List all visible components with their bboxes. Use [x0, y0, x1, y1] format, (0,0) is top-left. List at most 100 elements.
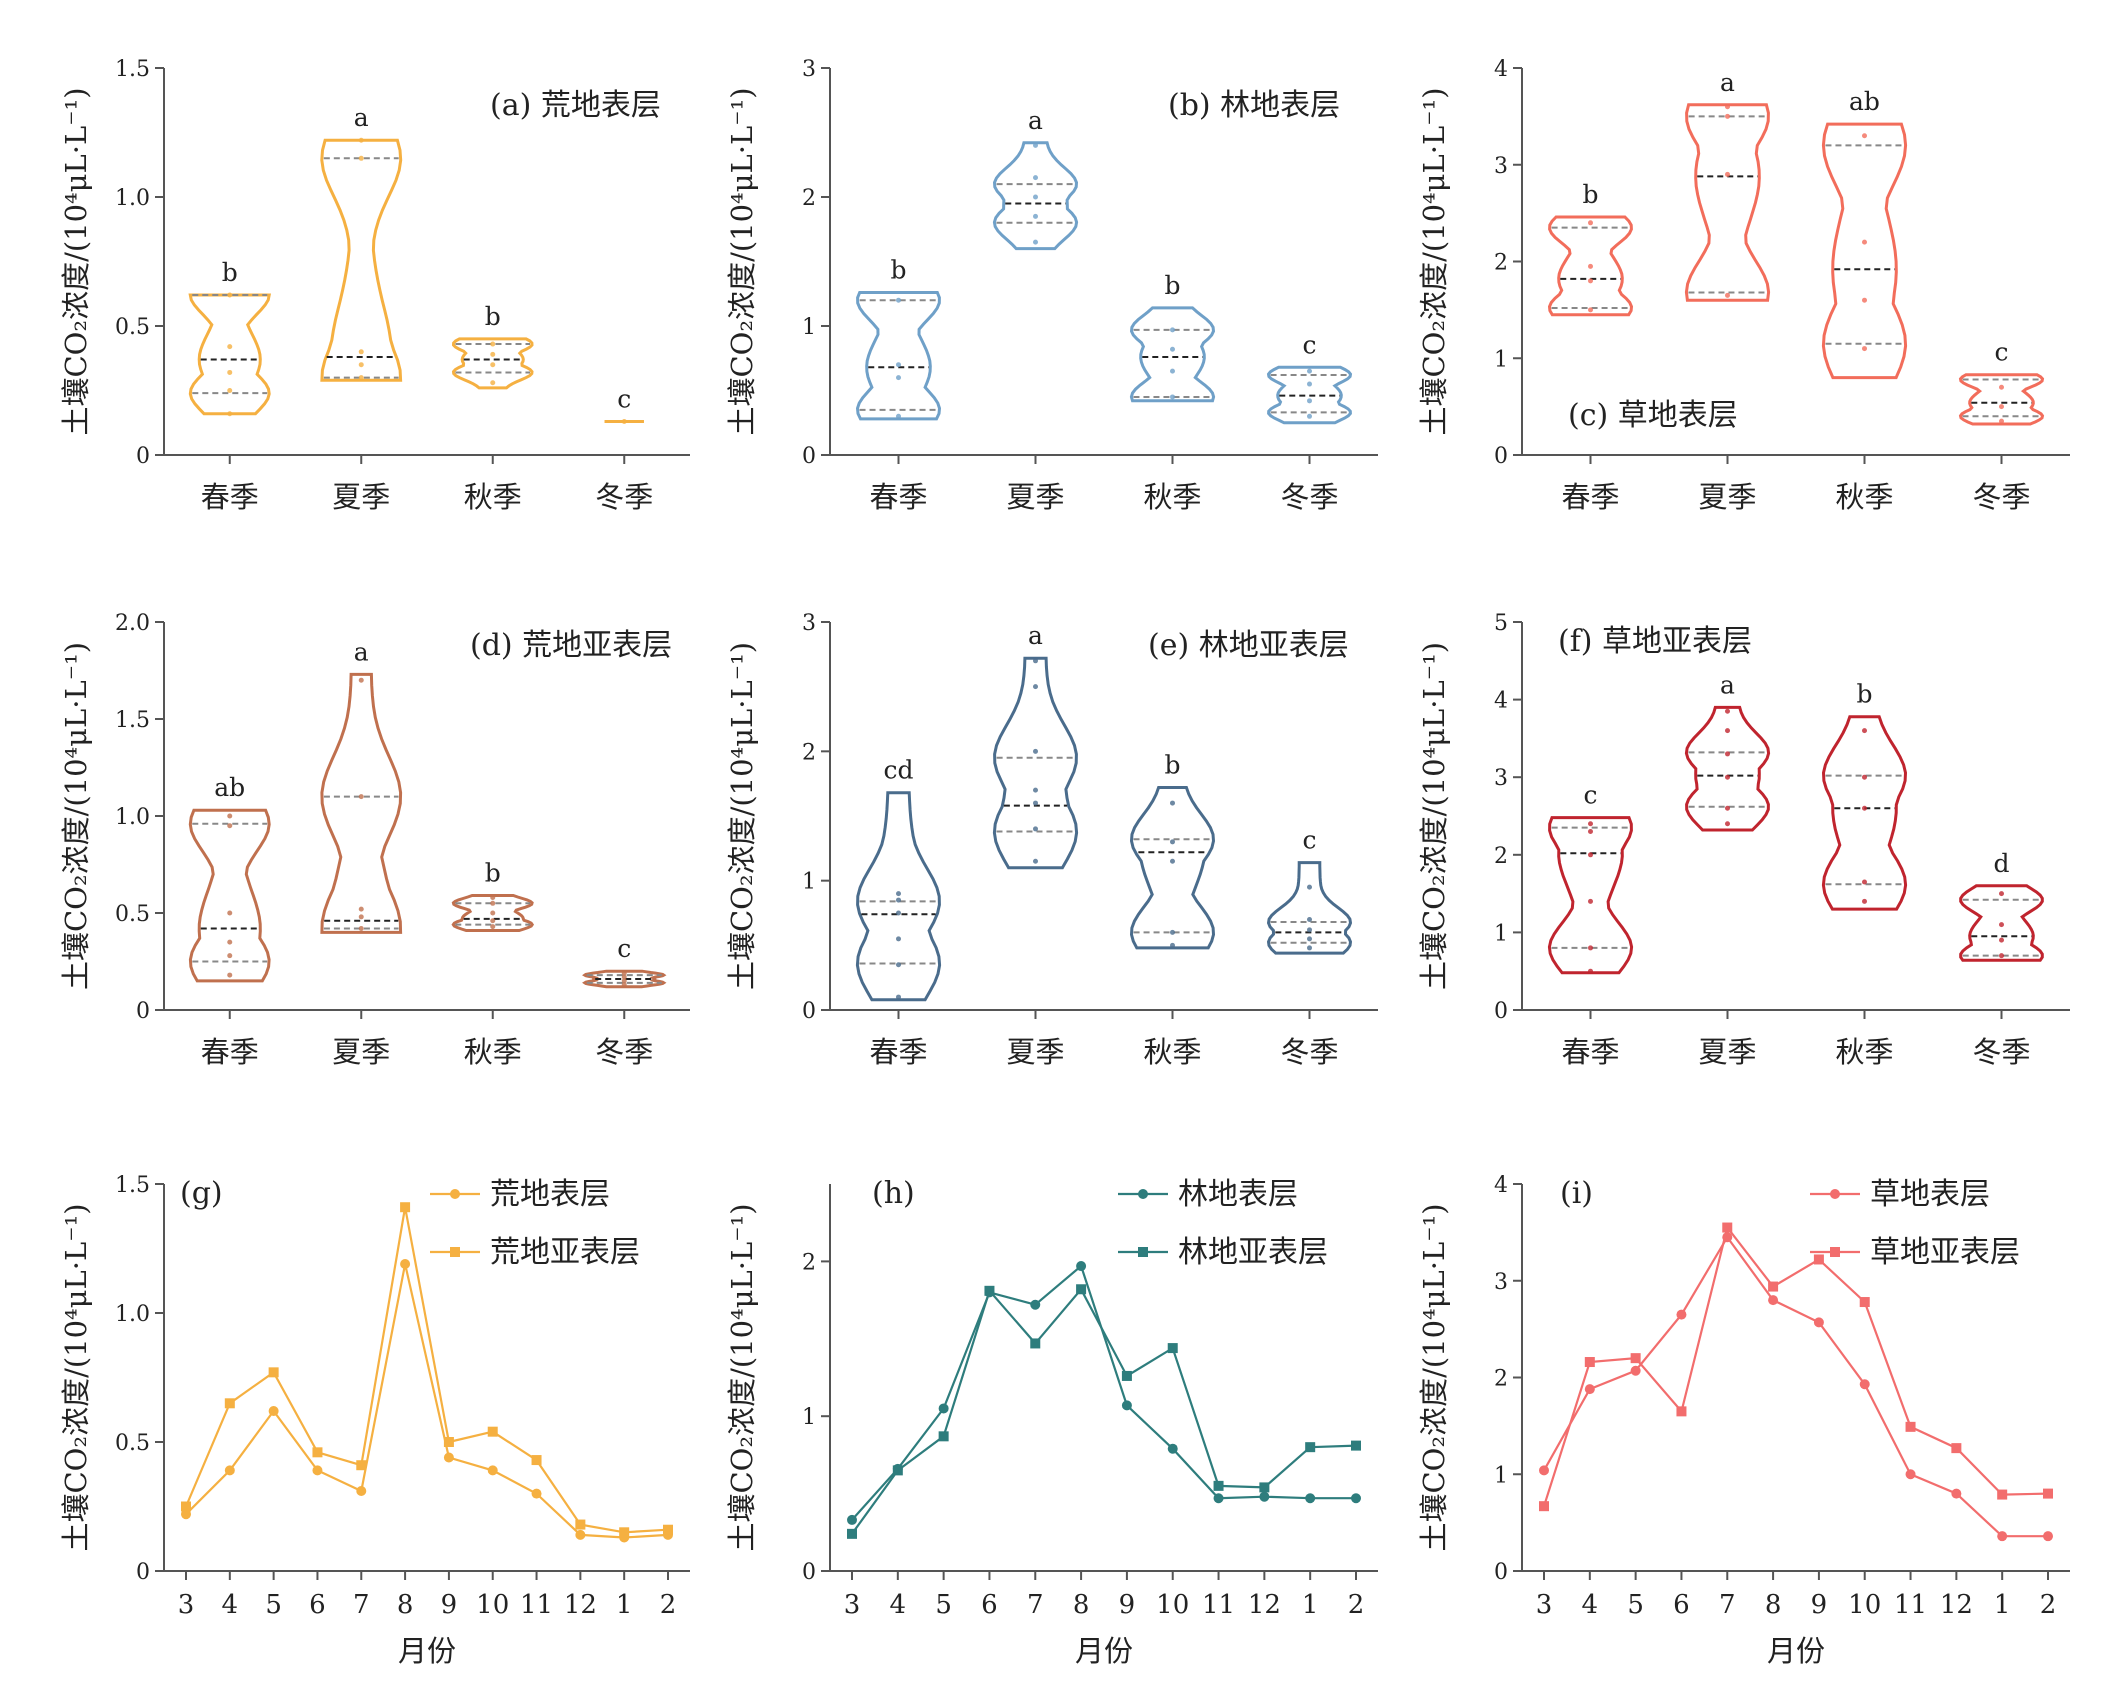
y-tick-label: 5	[1494, 611, 1508, 636]
violin-body	[855, 291, 942, 421]
violin-point	[1725, 728, 1730, 734]
x-tick-label: 8	[397, 1590, 414, 1620]
violin-body	[992, 141, 1079, 251]
series-point	[938, 1431, 949, 1442]
violin-point	[1170, 929, 1175, 935]
y-tick-label: 0	[136, 999, 150, 1024]
violin-point	[1307, 945, 1312, 951]
y-tick-label: 0.5	[115, 902, 150, 927]
series-point	[575, 1529, 586, 1540]
series-point	[1030, 1338, 1041, 1349]
series-point	[619, 1527, 630, 1538]
violin-point	[1307, 398, 1312, 404]
y-axis-label: 土壤CO₂浓度/(10⁴μL·L⁻¹)	[725, 87, 759, 435]
chart-title: (b) 林地表层	[1168, 88, 1340, 123]
violin-point	[1725, 708, 1730, 714]
y-tick-label: 0	[136, 1560, 150, 1585]
series-point	[531, 1455, 542, 1466]
violin-point	[227, 411, 233, 417]
x-tick-label: 7	[1719, 1590, 1736, 1620]
series-point	[1859, 1379, 1870, 1390]
x-axis-label: 月份	[1075, 1634, 1133, 1668]
violin-body	[451, 894, 535, 932]
legend-marker	[1138, 1189, 1148, 1199]
violin-point	[1307, 936, 1312, 942]
series-point	[1167, 1443, 1178, 1454]
violin-point	[896, 897, 901, 903]
violin-point	[896, 891, 901, 897]
x-category-label: 夏季	[1006, 1035, 1064, 1069]
violin-point	[1033, 858, 1038, 864]
violin-body	[320, 672, 403, 934]
violin-point	[896, 375, 901, 381]
violin-point	[1033, 142, 1038, 148]
series-point	[312, 1447, 323, 1458]
violin-point	[227, 939, 233, 945]
y-tick-label: 1	[802, 870, 816, 895]
significance-label: b	[890, 255, 906, 284]
series-point	[1259, 1482, 1270, 1493]
significance-label: b	[1164, 271, 1180, 300]
significance-label: c	[1302, 330, 1316, 359]
chart-title: (h)	[872, 1176, 915, 1211]
series-point	[984, 1285, 995, 1296]
y-axis-label: 土壤CO₂浓度/(10⁴μL·L⁻¹)	[1417, 1203, 1451, 1551]
series-point	[1539, 1501, 1549, 1512]
y-tick-label: 0	[802, 444, 816, 469]
x-tick-label: 8	[1073, 1590, 1090, 1620]
x-category-label: 春季	[1561, 1035, 1619, 1069]
violin-point	[1725, 104, 1730, 110]
violin-point	[1588, 945, 1593, 951]
series-point	[1351, 1440, 1361, 1451]
legend-marker	[1830, 1189, 1840, 1199]
significance-label: b	[1582, 180, 1598, 209]
violin-point	[1588, 829, 1593, 835]
violin-point	[1862, 805, 1867, 811]
violin-point	[1033, 787, 1038, 793]
y-tick-label: 1	[1494, 347, 1508, 372]
series-point	[1768, 1295, 1779, 1306]
violin-body	[1684, 705, 1771, 832]
violin-point	[1170, 839, 1175, 845]
y-tick-label: 2	[802, 1250, 816, 1275]
series-point	[1305, 1493, 1316, 1504]
chart-panel-d: 0 0.5 1.0 1.5 2.0 土壤CO₂浓度/(10⁴μL·L⁻¹) (d) 荒地亚表…	[59, 611, 690, 1069]
violin-point	[490, 910, 496, 916]
violin-point	[358, 375, 364, 381]
y-tick-label: 1	[802, 1405, 816, 1430]
significance-label: b	[1856, 680, 1872, 709]
series-point	[1213, 1480, 1224, 1491]
violin-point	[227, 292, 233, 298]
chart-title: (f) 草地亚表层	[1558, 624, 1752, 659]
y-axis-label: 土壤CO₂浓度/(10⁴μL·L⁻¹)	[1417, 642, 1451, 990]
y-tick-label: 2	[1494, 251, 1508, 276]
x-tick-label: 4	[890, 1590, 907, 1620]
violin-point	[1170, 368, 1175, 374]
x-tick-label: 5	[935, 1590, 952, 1620]
violin-point	[1725, 821, 1730, 827]
violin-point	[1999, 891, 2004, 897]
violin-point	[896, 962, 901, 968]
series-point	[1539, 1465, 1549, 1476]
x-category-label: 春季	[869, 480, 927, 514]
series-point	[847, 1514, 857, 1525]
violin-point	[1862, 346, 1867, 352]
significance-label: b	[485, 859, 501, 888]
y-tick-label: 1.0	[115, 805, 150, 830]
significance-label: b	[222, 258, 238, 287]
violin-point	[1588, 307, 1593, 313]
violin-point	[490, 341, 496, 347]
violin-body	[1821, 715, 1908, 911]
y-tick-label: 0	[802, 999, 816, 1024]
significance-label: c	[617, 934, 631, 963]
x-tick-label: 3	[844, 1590, 861, 1620]
series-point	[1768, 1281, 1779, 1292]
x-tick-label: 2	[2040, 1590, 2057, 1620]
series-point	[575, 1519, 586, 1530]
series-point	[2043, 1488, 2053, 1499]
violin-point	[227, 910, 233, 916]
significance-label: a	[1028, 106, 1043, 135]
